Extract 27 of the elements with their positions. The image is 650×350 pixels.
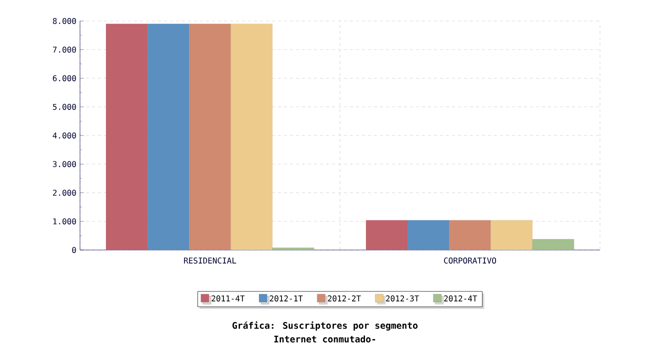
legend-label: 2012-3T	[386, 295, 419, 302]
y-tick-label: 6.000	[52, 75, 76, 82]
legend-label: 2011-4T	[212, 295, 245, 302]
bar	[407, 220, 450, 250]
text: Gráfica: Suscriptores por segmento	[232, 321, 418, 331]
y-tick-label: 4.000	[52, 132, 76, 139]
x-tick-label: RESIDENCIAL	[184, 258, 236, 264]
bar	[490, 220, 533, 250]
bar	[147, 24, 190, 250]
y-tick-label: 3.000	[52, 161, 76, 168]
y-tick-label: 0	[72, 246, 76, 254]
y-tick-label: 2.000	[52, 190, 76, 196]
bar	[230, 24, 273, 250]
y-tick-label: 8.000	[52, 18, 76, 24]
bar	[106, 24, 148, 250]
y-tick-label: 1.000	[53, 218, 76, 224]
y-tick-label: 5.000	[52, 104, 76, 110]
legend-label: 2012-2T	[328, 295, 361, 302]
bar	[532, 238, 574, 250]
bar	[189, 24, 232, 250]
text: Internet conmutado-	[274, 336, 376, 342]
bar	[449, 220, 491, 250]
x-tick-label: CORPORATIVO	[444, 258, 496, 264]
bar	[366, 220, 408, 250]
legend-label: 2012-4T	[444, 295, 478, 302]
y-tick-label: 7.000	[52, 46, 76, 53]
legend-label: 2012-1T	[270, 295, 303, 302]
